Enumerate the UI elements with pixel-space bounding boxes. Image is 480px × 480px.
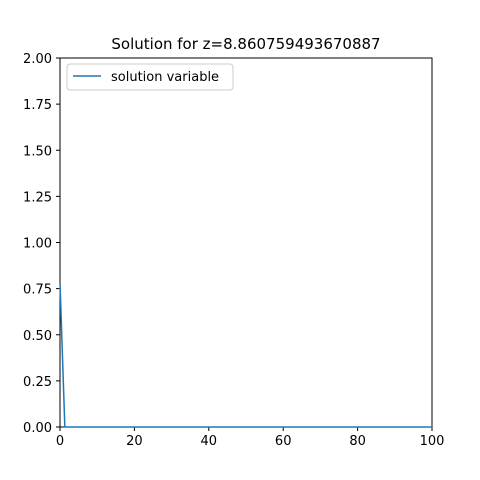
y-tick-label: 0.25 xyxy=(23,375,52,390)
y-tick-label: 2.00 xyxy=(23,52,52,67)
legend: solution variable xyxy=(66,63,234,91)
x-tick-label: 40 xyxy=(201,434,218,449)
legend-box xyxy=(66,63,234,91)
series-line xyxy=(59,283,432,428)
chart-title: Solution for z=8.860759493670887 xyxy=(111,35,380,53)
x-tick-label: 80 xyxy=(349,434,366,449)
y-tick-label: 0.75 xyxy=(23,283,52,298)
x-axis: 0 20 40 60 80 100 xyxy=(56,427,445,449)
x-tick-label: 0 xyxy=(56,434,64,449)
y-tick-label: 0.00 xyxy=(23,421,52,436)
y-axis: 0.00 0.25 0.50 0.75 1.00 1.25 1.50 1.75 2.00 xyxy=(23,52,60,436)
legend-label: solution variable xyxy=(111,70,219,85)
x-tick-label: 100 xyxy=(420,434,445,449)
x-tick-label: 20 xyxy=(126,434,143,449)
y-tick-label: 1.25 xyxy=(23,190,52,205)
series-layer xyxy=(59,283,432,428)
y-tick-label: 0.50 xyxy=(23,329,52,344)
x-tick-label: 60 xyxy=(275,434,292,449)
y-tick-label: 1.50 xyxy=(23,144,52,159)
plot-area xyxy=(59,57,433,428)
y-tick-label: 1.75 xyxy=(23,98,52,113)
y-tick-label: 1.00 xyxy=(23,237,52,252)
plot-frame xyxy=(59,57,433,428)
